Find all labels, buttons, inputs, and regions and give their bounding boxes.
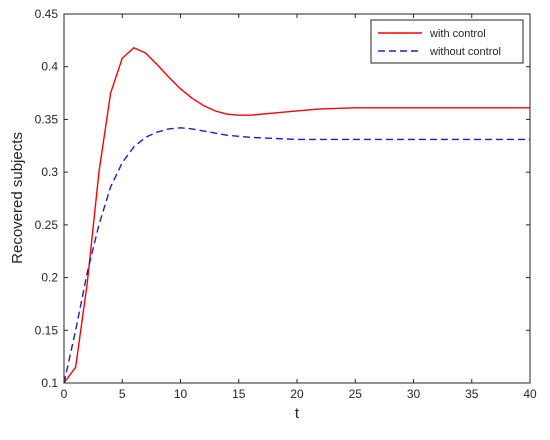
- legend-label-with-control: with control: [429, 28, 486, 40]
- plot-area: [64, 14, 530, 383]
- x-tick-label: 25: [349, 387, 363, 401]
- y-axis-label: Recovered subjects: [9, 132, 26, 264]
- legend-box: [370, 19, 524, 64]
- x-tick-label: 10: [174, 387, 188, 401]
- x-tick-label: 0: [61, 387, 68, 401]
- legend: with control without control: [370, 19, 524, 64]
- y-tick-label: 0.35: [35, 112, 59, 126]
- x-tick-label: 15: [232, 387, 246, 401]
- series-line-with-control: [63, 47, 530, 384]
- series-layer: [63, 47, 530, 384]
- y-tick-label: 0.1: [41, 376, 58, 390]
- y-tick-label: 0.2: [41, 271, 58, 285]
- y-tick-label: 0.3: [41, 165, 58, 179]
- y-tick-label: 0.4: [41, 60, 58, 74]
- ticks-layer: 0 5 10 15 20 25 30 35 40 0.1 0.15 0.2 0.25 0.3 0.35 0.4…: [35, 7, 537, 401]
- x-tick-label: 30: [407, 387, 421, 401]
- plot-frame: [63, 13, 531, 384]
- y-tick-label: 0.25: [35, 218, 59, 232]
- legend-label-without-control: without control: [429, 46, 501, 58]
- series-line-without-control: [63, 127, 530, 384]
- y-tick-label: 0.15: [35, 323, 59, 337]
- x-tick-label: 20: [290, 387, 304, 401]
- x-axis-label: t: [295, 405, 300, 422]
- x-tick-label: 35: [465, 387, 479, 401]
- y-tick-label: 0.45: [35, 7, 59, 21]
- x-tick-label: 40: [523, 387, 537, 401]
- x-tick-label: 5: [119, 387, 126, 401]
